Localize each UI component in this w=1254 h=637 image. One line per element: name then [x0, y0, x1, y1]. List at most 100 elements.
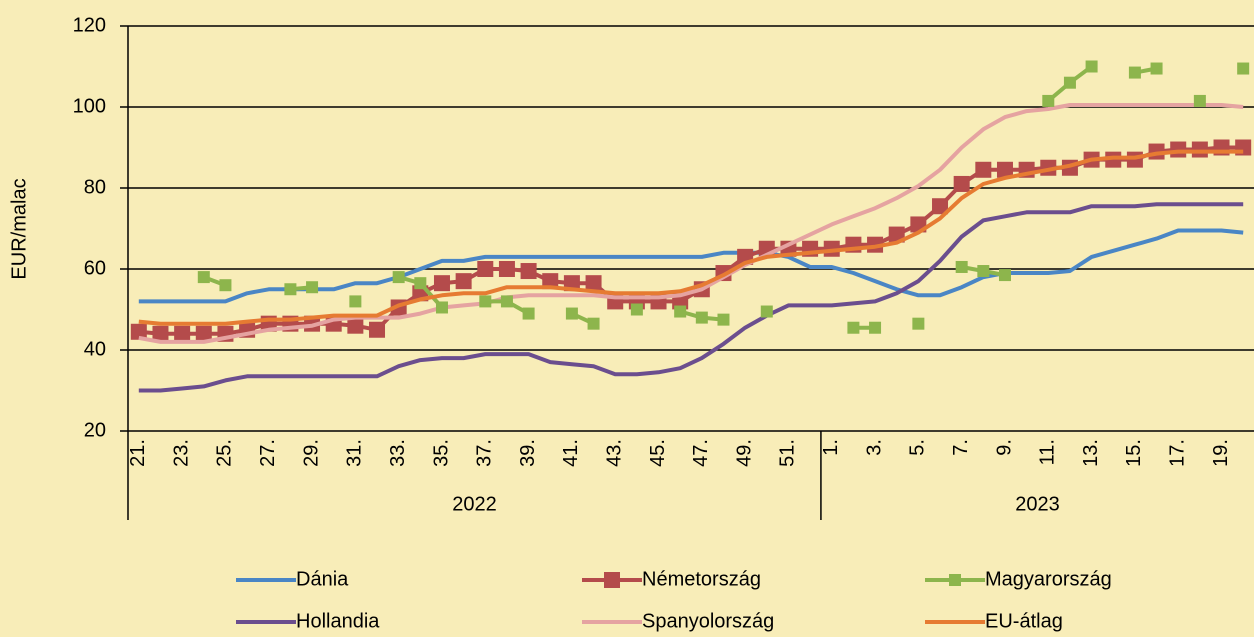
y-tick-label: 40	[84, 338, 106, 360]
marker	[975, 161, 992, 178]
x-tick-label: 9.	[993, 439, 1015, 456]
marker	[1042, 94, 1055, 107]
x-tick-label: 37.	[474, 439, 496, 467]
marker	[674, 305, 687, 318]
x-tick-label: 39.	[517, 439, 539, 467]
x-tick-label: 49.	[733, 439, 755, 467]
marker	[630, 303, 643, 316]
marker	[760, 305, 773, 318]
x-tick-label: 5.	[907, 439, 929, 456]
x-tick-label: 41.	[560, 439, 582, 467]
y-tick-label: 80	[84, 176, 106, 198]
legend-label: Spanyolország	[642, 610, 774, 632]
x-tick-label: 35.	[430, 439, 452, 467]
marker	[498, 261, 515, 277]
y-axis-label: EUR/malac	[8, 178, 30, 279]
marker	[520, 263, 537, 280]
series-line	[138, 149, 1244, 326]
marker	[955, 260, 968, 273]
marker	[1193, 94, 1206, 107]
marker	[392, 271, 405, 284]
marker	[1126, 151, 1143, 168]
legend-label: EU-átlag	[985, 610, 1063, 632]
marker	[130, 323, 147, 340]
marker	[522, 307, 535, 320]
x-tick-label: 19.	[1210, 439, 1232, 467]
x-tick-label: 23.	[170, 439, 192, 467]
legend-marker	[949, 574, 961, 586]
y-tick-label: 20	[84, 419, 106, 441]
x-tick-label: 11.	[1037, 439, 1059, 465]
x-tick-label: 25.	[214, 439, 236, 467]
legend-label: Dánia	[296, 568, 349, 590]
group-label: 2022	[452, 493, 497, 515]
y-tick-label: 120	[73, 14, 106, 36]
series-line	[138, 228, 1244, 304]
marker	[197, 271, 210, 284]
x-tick-label: 45.	[647, 439, 669, 467]
marker	[219, 279, 232, 292]
x-tick-label: 27.	[257, 439, 279, 467]
x-tick-label: 29.	[300, 439, 322, 467]
x-tick-label: 3.	[863, 439, 885, 456]
marker	[695, 311, 708, 324]
x-tick-label: 33.	[387, 439, 409, 467]
x-tick-label: 1.	[820, 439, 842, 456]
marker	[152, 325, 169, 342]
marker	[1128, 66, 1141, 79]
x-tick-label: 21.	[127, 439, 149, 467]
x-tick-label: 51.	[777, 439, 799, 467]
marker	[998, 269, 1011, 282]
marker	[1170, 141, 1187, 158]
marker	[587, 317, 600, 330]
x-tick-label: 15.	[1123, 439, 1145, 467]
marker	[433, 275, 450, 292]
marker	[500, 295, 513, 308]
marker	[1150, 62, 1163, 75]
x-tick-label: 7.	[950, 439, 972, 456]
marker	[414, 277, 427, 290]
x-tick-label: 47.	[690, 439, 712, 467]
marker	[1085, 60, 1098, 73]
series-line	[138, 202, 1244, 393]
marker	[888, 226, 905, 243]
marker	[912, 317, 925, 330]
marker	[349, 295, 362, 308]
marker	[479, 295, 492, 308]
marker	[996, 161, 1013, 178]
y-tick-label: 60	[84, 257, 106, 279]
marker	[953, 175, 970, 192]
legend-label: Magyarország	[985, 568, 1112, 590]
x-tick-label: 31.	[344, 439, 366, 467]
marker	[585, 275, 602, 292]
x-tick-label: 43.	[603, 439, 625, 467]
marker	[347, 317, 364, 334]
marker	[195, 325, 212, 342]
marker	[847, 321, 860, 334]
marker	[477, 261, 494, 277]
marker	[306, 281, 319, 294]
marker	[1191, 141, 1208, 158]
marker	[542, 273, 559, 290]
marker	[174, 325, 191, 342]
legend-label: Németország	[642, 568, 761, 590]
legend-label: Hollandia	[296, 610, 380, 632]
marker	[717, 313, 730, 326]
marker	[369, 321, 386, 338]
marker	[977, 265, 990, 278]
marker	[435, 301, 448, 314]
marker	[932, 198, 949, 215]
series-line	[138, 103, 1244, 344]
legend-marker	[604, 572, 620, 588]
x-tick-label: 13.	[1080, 439, 1102, 467]
y-tick-label: 100	[73, 95, 106, 117]
marker	[869, 321, 882, 334]
marker	[565, 307, 578, 320]
group-label: 2023	[1015, 493, 1060, 515]
marker	[1063, 76, 1076, 89]
marker	[455, 273, 472, 290]
marker	[284, 283, 297, 296]
x-tick-label: 17.	[1166, 439, 1188, 467]
